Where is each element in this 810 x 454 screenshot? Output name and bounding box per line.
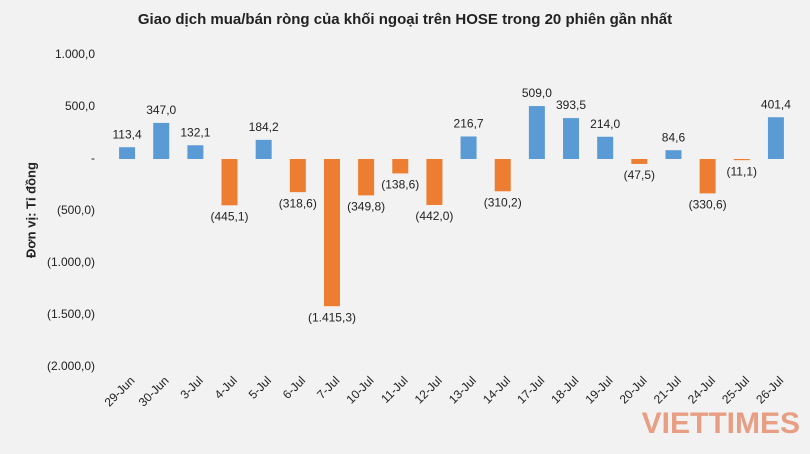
bar [221, 159, 238, 206]
x-tick-label: 13-Jul [446, 373, 479, 406]
bar [289, 159, 306, 193]
bar [153, 122, 170, 159]
x-tick-label: 11-Jul [378, 373, 410, 405]
value-label: (330,6) [689, 198, 727, 212]
value-label: 401,4 [761, 97, 791, 111]
bar [255, 139, 272, 159]
bar [665, 150, 682, 159]
y-tick-label: - [91, 151, 95, 165]
value-label: 393,5 [556, 98, 586, 112]
x-tick-label: 5-Jul [246, 373, 274, 401]
x-tick-label: 19-Jul [583, 373, 616, 406]
y-tick-label: (500,0) [57, 203, 95, 217]
y-tick-label: (1.000,0) [47, 255, 95, 269]
value-label: 132,1 [180, 125, 210, 139]
bar [699, 159, 716, 194]
value-label: (11,1) [727, 164, 757, 178]
bar [733, 159, 750, 161]
value-label: 113,4 [113, 127, 142, 141]
bar [597, 136, 614, 159]
chart-title: Giao dịch mua/bán ròng của khối ngoại tr… [138, 11, 672, 28]
value-label: (349,8) [347, 200, 385, 214]
value-label: 216,7 [454, 117, 484, 131]
watermark: VIETTIMES [642, 407, 800, 440]
value-label: 347,0 [146, 103, 176, 117]
value-label: 214,0 [590, 117, 620, 131]
bar [528, 106, 545, 159]
bar [460, 136, 477, 159]
x-tick-label: 14-Jul [480, 373, 513, 406]
value-label: (47,5) [624, 168, 655, 182]
x-tick-label: 26-Jul [753, 373, 786, 406]
bar [187, 145, 204, 159]
value-label: (445,1) [211, 209, 249, 223]
x-tick-label: 24-Jul [685, 373, 718, 406]
x-tick-label: 17-Jul [514, 373, 547, 406]
value-label: (442,0) [415, 209, 453, 223]
bar [392, 159, 409, 174]
y-tick-label: (1.500,0) [47, 307, 95, 321]
x-tick-label: 10-Jul [343, 373, 376, 406]
value-label: (138,6) [381, 178, 419, 192]
value-label: 84,6 [662, 130, 686, 144]
y-tick-label: (2.000,0) [47, 359, 95, 373]
x-tick-label: 6-Jul [280, 373, 308, 401]
bar [767, 117, 784, 159]
bar [323, 159, 340, 307]
x-tick-label: 18-Jul [548, 373, 581, 406]
value-label: (1.415,3) [308, 310, 356, 324]
bar [119, 147, 136, 159]
bar [631, 159, 648, 164]
value-label: (310,2) [484, 195, 522, 209]
y-tick-label: 1.000,0 [55, 47, 95, 61]
x-tick-label: 20-Jul [617, 373, 650, 406]
bar [426, 159, 443, 205]
value-label: 184,2 [249, 120, 279, 134]
x-tick-label: 29-Jun [102, 373, 138, 409]
x-tick-label: 21-Jul [651, 373, 684, 406]
y-axis-label: Đơn vị: Tỉ đồng [23, 162, 38, 258]
bar [563, 118, 580, 159]
x-tick-label: 30-Jun [136, 373, 172, 409]
x-tick-label: 25-Jul [719, 373, 752, 406]
value-label: (318,6) [279, 196, 317, 210]
bar [494, 159, 511, 192]
x-tick-label: 7-Jul [314, 373, 342, 401]
x-tick-label: 3-Jul [177, 373, 205, 401]
x-tick-label: 12-Jul [412, 373, 445, 406]
value-label: 509,0 [522, 86, 552, 100]
bar [358, 159, 375, 196]
x-tick-label: 4-Jul [212, 373, 240, 401]
y-tick-label: 500,0 [65, 99, 95, 113]
